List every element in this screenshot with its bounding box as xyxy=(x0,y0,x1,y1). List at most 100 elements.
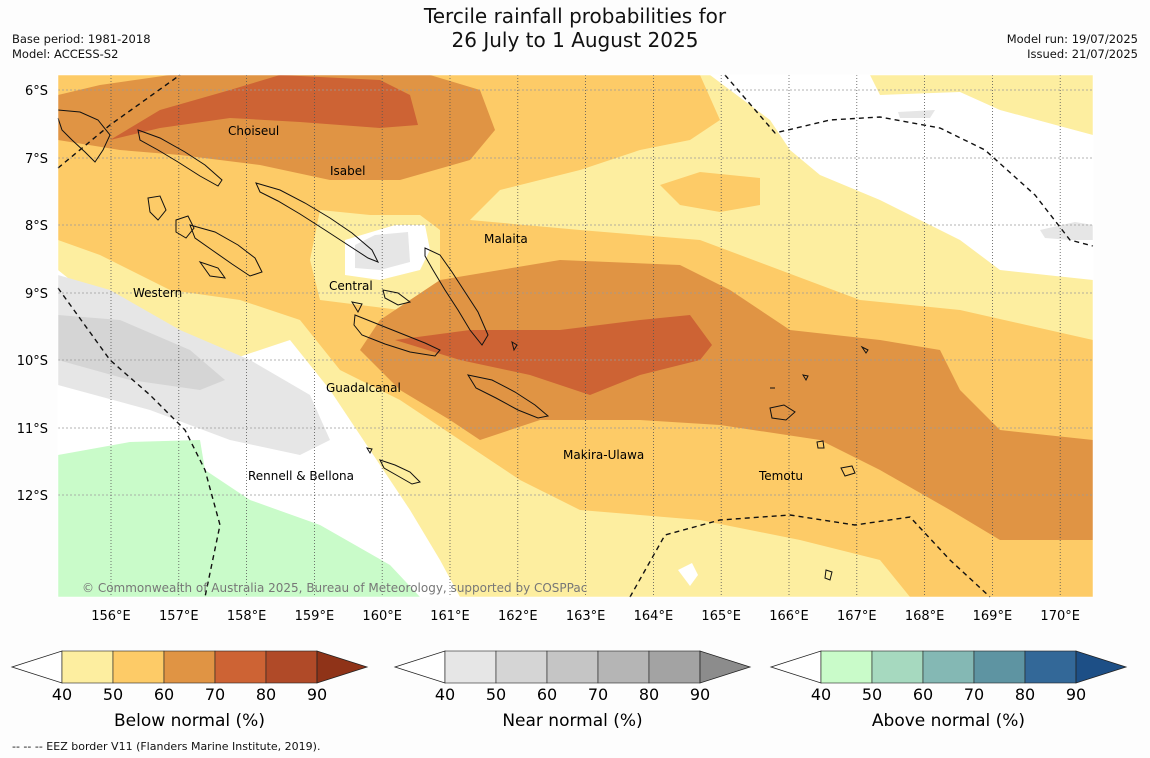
island-bellona xyxy=(365,447,373,455)
colorbar-tick: 80 xyxy=(256,685,276,704)
colorbar-tick: 80 xyxy=(639,685,659,704)
near-area-west-dark xyxy=(58,315,225,390)
lon-label-7: 163°E xyxy=(566,609,606,624)
eez-border xyxy=(57,74,1094,598)
label-makira-ulawa: Makira-Ulawa xyxy=(563,448,644,462)
island-vanikoro xyxy=(840,465,856,477)
colorbar-tick: 90 xyxy=(307,685,327,704)
colorbar-tick: 40 xyxy=(435,685,455,704)
near-area-ne-small xyxy=(898,110,935,118)
label-guadalcanal: Guadalcanal xyxy=(326,381,401,395)
colorbar-low-extend xyxy=(10,650,63,684)
above-area-sw xyxy=(58,440,420,597)
island-anuta xyxy=(824,569,833,581)
colorbar-high-extend xyxy=(316,650,369,684)
lon-label-13: 169°E xyxy=(973,609,1013,624)
lat-label-3: 9°S xyxy=(25,287,48,302)
colorbar-title: Above normal (%) xyxy=(872,711,1025,731)
island-santa-cruz xyxy=(769,404,796,421)
colorbar-segment xyxy=(163,650,216,684)
label-central: Central xyxy=(329,279,373,293)
colorbar-tick: 60 xyxy=(154,685,174,704)
lon-label-5: 161°E xyxy=(430,609,470,624)
colorbar-tick: 80 xyxy=(1015,685,1035,704)
lon-label-1: 157°E xyxy=(159,609,199,624)
lat-label-1: 7°S xyxy=(25,152,48,167)
island-ulawa xyxy=(511,340,518,352)
colorbar-tick: 60 xyxy=(913,685,933,704)
near-central xyxy=(355,232,410,270)
colorbar-1: 40 50 60 70 80 90 Near normal (%) xyxy=(393,650,752,731)
label-malaita: Malaita xyxy=(484,232,528,246)
colorbar-segment xyxy=(973,650,1026,684)
title-line-2: 26 July to 1 August 2025 xyxy=(451,28,699,52)
lon-label-14: 170°E xyxy=(1040,609,1080,624)
label-isabel: Isabel xyxy=(330,164,365,178)
map-field xyxy=(58,75,1093,597)
colorbar-2: 40 50 60 70 80 90 Above normal (%) xyxy=(769,650,1128,731)
lat-gridlines xyxy=(58,89,1093,496)
lon-label-8: 164°E xyxy=(634,609,674,624)
copyright-notice: © Commonwealth of Australia 2025, Bureau… xyxy=(82,581,587,595)
colorbar-tick: 90 xyxy=(690,685,710,704)
colorbar-segment xyxy=(648,650,701,684)
near-area-ne xyxy=(1040,222,1093,240)
colorbar-segment xyxy=(820,650,873,684)
colorbar-segment xyxy=(871,650,924,684)
meta-right: Model run: 19/07/2025 Issued: 21/07/2025 xyxy=(1007,32,1138,62)
colorbar-low-extend xyxy=(393,650,446,684)
white-spot xyxy=(678,563,698,586)
colorbar-title: Below normal (%) xyxy=(114,711,265,731)
region-labels: Choiseul Isabel Malaita Western Central … xyxy=(133,124,803,483)
colorbar-segment xyxy=(444,650,497,684)
colorbar-segment xyxy=(546,650,599,684)
island-new-georgia xyxy=(189,224,263,277)
island-bougainville xyxy=(57,109,111,163)
island-guadalcanal xyxy=(353,314,441,357)
title-line-1: Tercile rainfall probabilities for xyxy=(423,4,727,28)
colorbar-tick: 50 xyxy=(486,685,506,704)
lon-labels: 156°E 157°E 158°E 159°E 160°E 161°E 162°E 163°E… xyxy=(91,609,1080,624)
label-choiseul: Choiseul xyxy=(228,124,279,138)
colorbar-segment xyxy=(495,650,548,684)
map-title: Tercile rainfall probabilities for 26 Ju… xyxy=(0,4,1150,52)
colorbar-segment xyxy=(112,650,165,684)
colorbar-segment xyxy=(597,650,650,684)
island-reefs xyxy=(770,345,869,389)
lon-label-0: 156°E xyxy=(91,609,131,624)
model-name: Model: ACCESS-S2 xyxy=(12,47,119,61)
island-rendova xyxy=(198,261,227,279)
meta-left: Base period: 1981-2018 Model: ACCESS-S2 xyxy=(12,32,151,62)
label-western: Western xyxy=(133,286,182,300)
lon-label-2: 158°E xyxy=(227,609,267,624)
island-florida xyxy=(382,289,412,306)
island-malaita xyxy=(424,247,489,346)
colorbar-tick: 90 xyxy=(1066,685,1086,704)
island-rennell xyxy=(379,459,421,485)
island-russell xyxy=(350,301,363,314)
lon-label-6: 162°E xyxy=(498,609,538,624)
map-frame xyxy=(57,74,1094,598)
island-choiseul xyxy=(137,129,223,187)
colorbar-tick: 70 xyxy=(964,685,984,704)
colorbar-tick: 70 xyxy=(205,685,225,704)
colorbar-tick: 50 xyxy=(862,685,882,704)
island-isabel xyxy=(255,182,380,263)
colorbar-0: 40 50 60 70 80 90 Below normal (%) xyxy=(10,650,369,731)
lon-label-11: 167°E xyxy=(837,609,877,624)
colorbar-tick: 40 xyxy=(52,685,72,704)
colorbar-high-extend xyxy=(699,650,752,684)
colorbar-tick: 60 xyxy=(537,685,557,704)
eez-footnote: -- -- -- EEZ border V11 (Flanders Marine… xyxy=(12,740,321,753)
island-vella xyxy=(147,195,167,221)
colorbar-tick: 70 xyxy=(588,685,608,704)
label-temotu: Temotu xyxy=(758,469,803,483)
island-kolombangara xyxy=(175,215,195,239)
lat-label-4: 10°S xyxy=(17,354,48,369)
lon-label-10: 166°E xyxy=(769,609,809,624)
island-makira xyxy=(466,374,550,419)
colorbar-high-extend xyxy=(1075,650,1128,684)
label-rennell-bellona: Rennell & Bellona xyxy=(248,469,354,483)
colorbar-tick: 50 xyxy=(103,685,123,704)
